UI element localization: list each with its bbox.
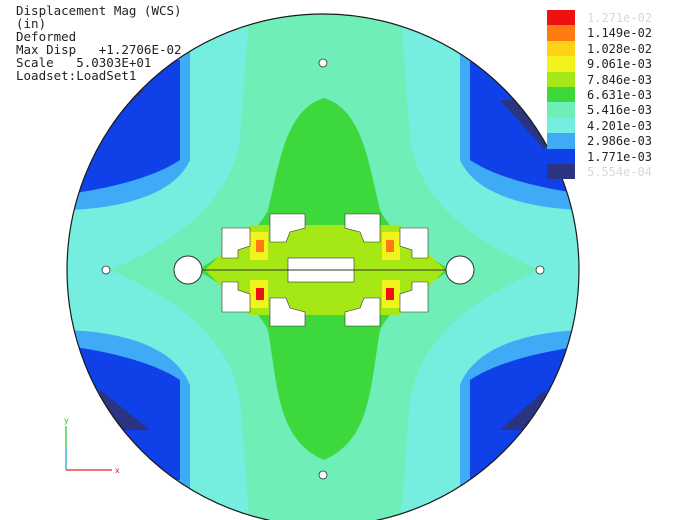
result-state: Deformed <box>16 29 77 44</box>
disk-outline <box>66 13 580 520</box>
contour-band-12710-a <box>256 288 264 300</box>
contour-band-12710-b <box>386 288 394 300</box>
coordinate-triad: y x <box>64 416 120 475</box>
legend-swatch <box>547 86 575 103</box>
result-info: Displacement Mag (WCS) (in) Deformed Max… <box>16 4 182 82</box>
triad-y-label: y <box>64 416 69 425</box>
cutout <box>344 297 381 327</box>
max-displacement: Max Disp +1.2706E-02 <box>16 42 182 57</box>
triad-x-label: x <box>115 466 120 475</box>
legend-value: 1.028e-02 <box>587 41 653 56</box>
cutout <box>269 213 306 243</box>
right-hole <box>445 255 475 285</box>
legend-value: 2.986e-03 <box>587 134 653 149</box>
cutout <box>399 281 429 313</box>
cutout <box>221 227 251 259</box>
legend-swatch <box>547 40 575 57</box>
central-flexure <box>173 213 475 327</box>
left-hole <box>173 255 203 285</box>
mount-hole-right <box>535 265 545 275</box>
cutout <box>344 213 381 243</box>
cutout <box>221 281 251 313</box>
mount-hole-top <box>318 58 328 68</box>
legend-value: 5.554e-04 <box>587 164 653 179</box>
legend-value: 1.149e-02 <box>587 26 653 41</box>
legend-value: 4.201e-03 <box>587 118 653 133</box>
mount-hole-left <box>101 265 111 275</box>
legend-swatch <box>547 10 575 26</box>
cutout <box>399 227 429 259</box>
legend-swatch <box>547 25 575 41</box>
legend-swatch <box>547 102 575 118</box>
legend-value: 6.631e-03 <box>587 87 653 102</box>
result-units: (in) <box>16 16 47 31</box>
legend-swatch <box>547 148 575 164</box>
deformation-scale: Scale 5.0303E+01 <box>16 55 152 70</box>
legend-swatch <box>547 117 575 134</box>
contour-band-11490-b <box>386 240 394 252</box>
legend-value: 7.846e-03 <box>587 72 653 87</box>
loadset-name: Loadset:LoadSet1 <box>16 68 137 83</box>
legend-value: 1.771e-03 <box>587 149 653 164</box>
legend-value: 1.271e-02 <box>587 11 653 25</box>
mount-hole-bottom <box>318 470 328 480</box>
legend-value: 5.416e-03 <box>587 103 653 118</box>
result-title: Displacement Mag (WCS) <box>16 3 182 18</box>
legend-value: 9.061e-03 <box>587 57 653 72</box>
legend-swatch <box>547 163 575 180</box>
legend-swatch <box>547 133 575 149</box>
cutout <box>269 297 306 327</box>
contour-band-11490-a <box>256 240 264 252</box>
legend-swatch <box>547 71 575 87</box>
legend-swatch <box>547 56 575 72</box>
